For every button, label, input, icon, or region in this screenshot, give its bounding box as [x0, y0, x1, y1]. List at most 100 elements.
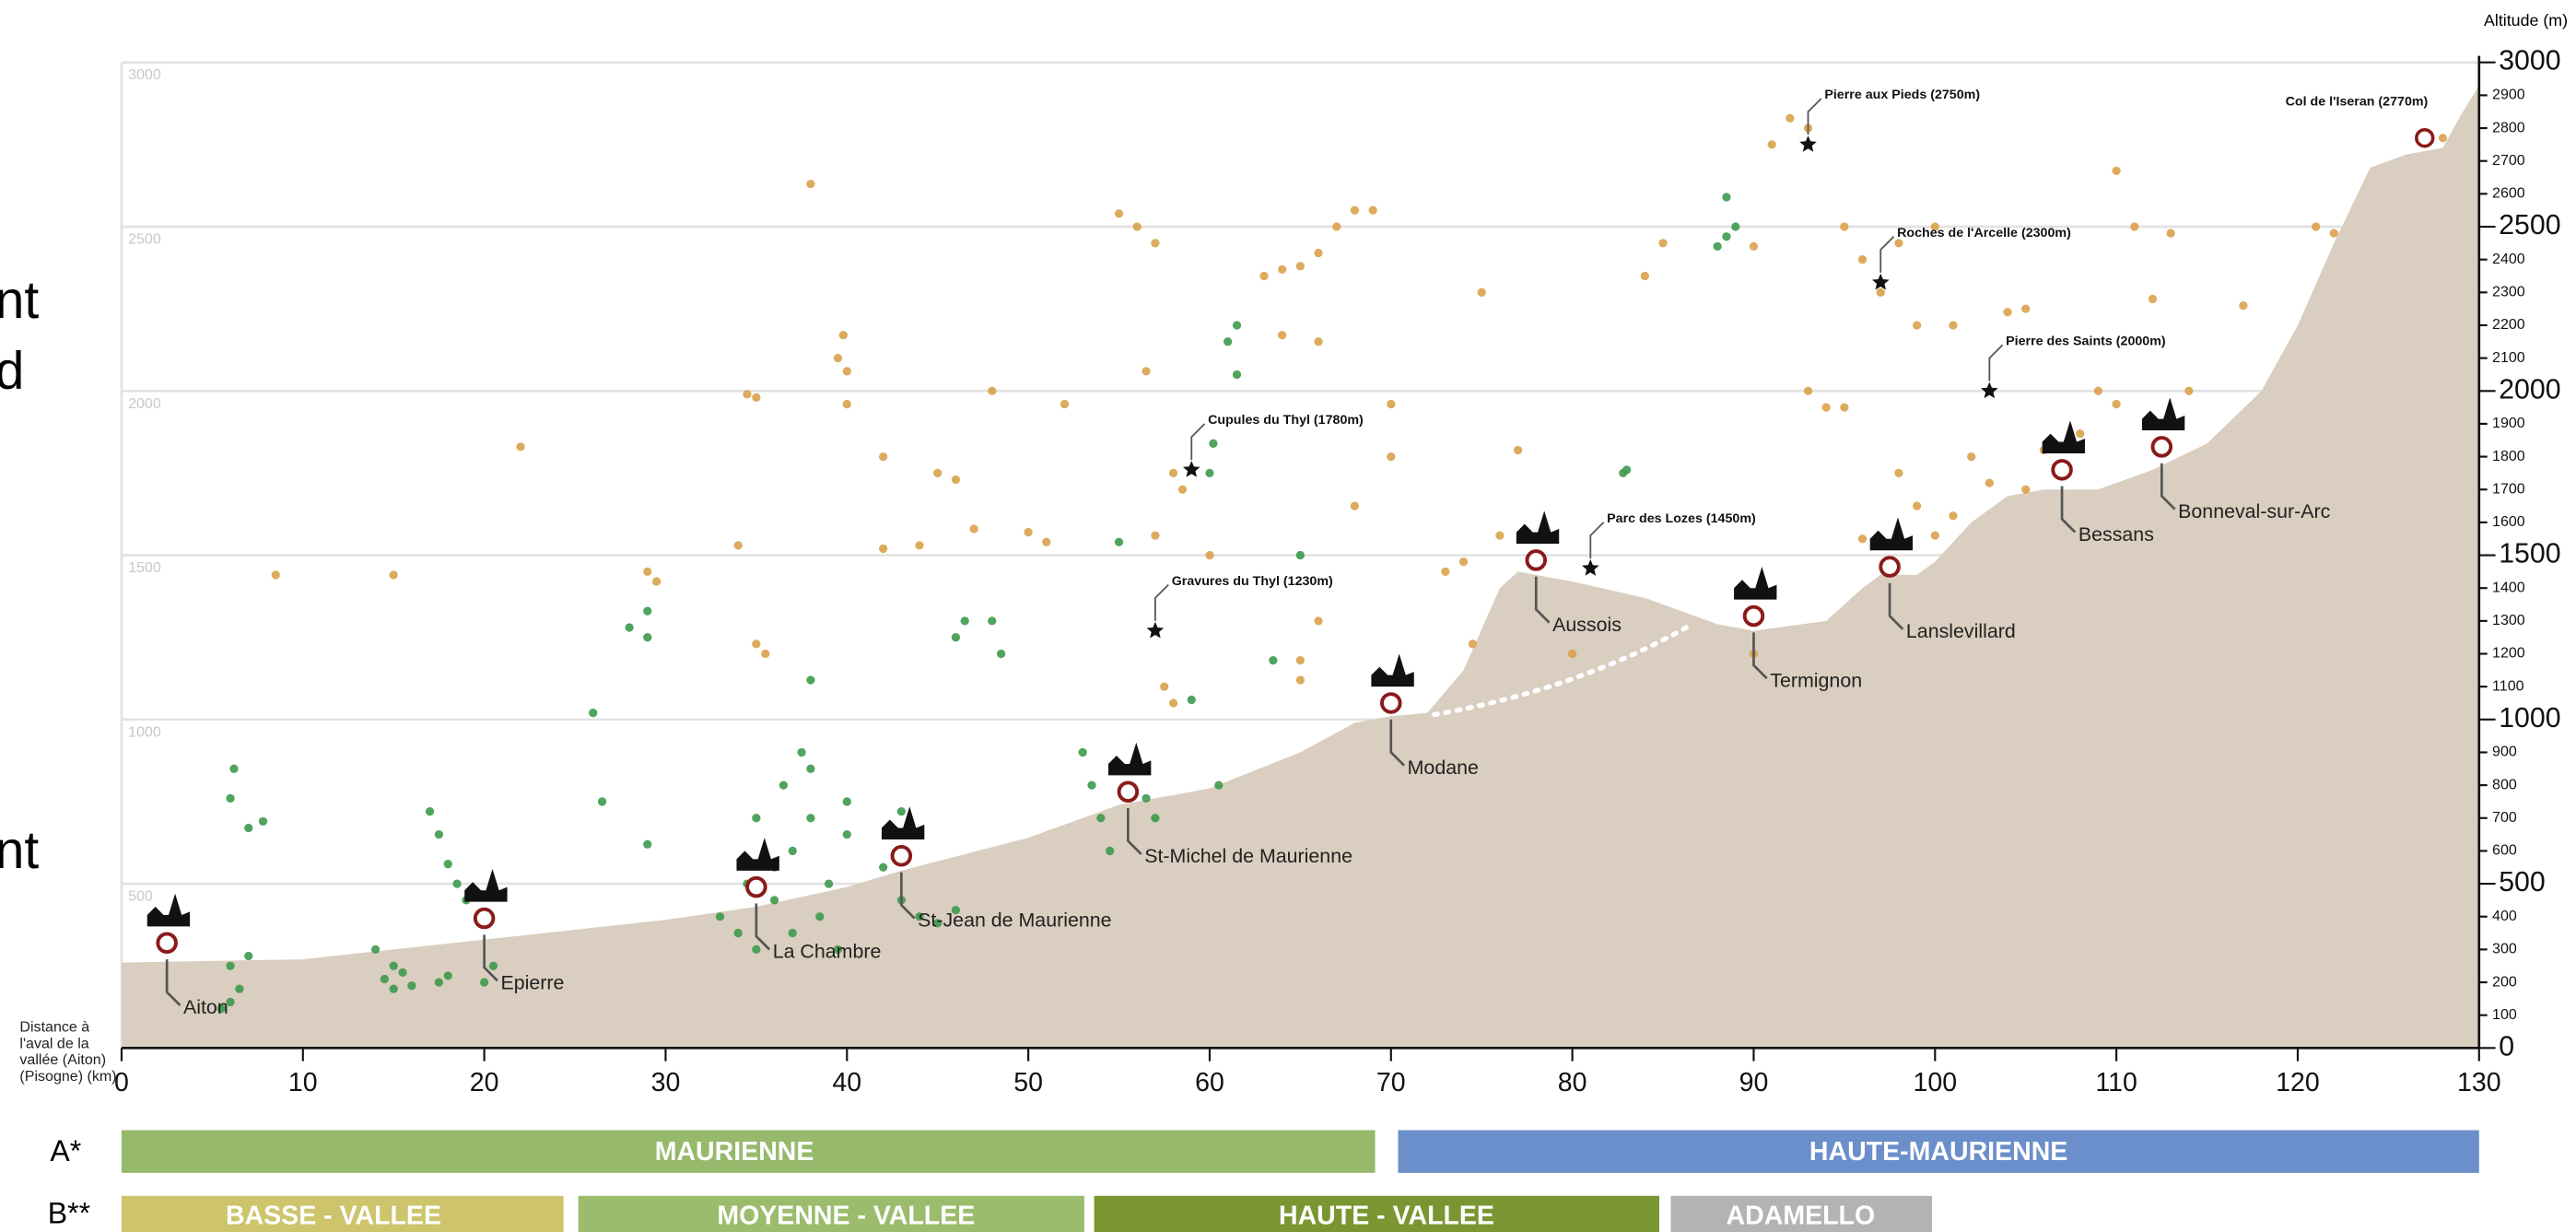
site-dot: [1295, 262, 1306, 271]
y-tick-label: 500: [2499, 867, 2546, 898]
site-dot: [1894, 468, 1903, 478]
site-dot: [1205, 468, 1214, 478]
village-icon: [2042, 420, 2086, 454]
x-tick-label: 100: [1913, 1068, 1957, 1097]
site-dot: [244, 823, 253, 833]
site-dot: [951, 633, 961, 642]
site-dot: [2312, 222, 2321, 231]
y-tick-label: 2400: [2492, 251, 2525, 267]
village-marker: [156, 932, 178, 955]
site-star: [1981, 381, 1998, 399]
site-dot: [988, 616, 997, 626]
site-dot: [1985, 478, 1994, 487]
site-dot: [1786, 113, 1795, 123]
leader-line: [1534, 576, 1551, 624]
site-dot: [1259, 271, 1269, 281]
terrain: [121, 85, 2479, 1049]
site-dot: [407, 980, 416, 991]
grid-label: 3000: [128, 66, 161, 83]
site-dot: [1114, 209, 1124, 218]
y-tick-label: 2900: [2492, 87, 2525, 103]
leader-line: [900, 872, 916, 920]
village-marker: [2150, 436, 2173, 458]
site-dot: [1513, 445, 1523, 455]
village-label: Bessans: [2078, 523, 2154, 546]
summit-label: Col de l'Iseran (2770m): [2286, 94, 2429, 109]
x-tick-label: 60: [1195, 1068, 1224, 1097]
village-label: Aussois: [1552, 614, 1622, 636]
site-dot: [2076, 428, 2085, 439]
y-tick-label: 2500: [2499, 210, 2560, 241]
site-dot: [2112, 166, 2121, 176]
zone-row-label: B**: [48, 1197, 90, 1230]
site-dot: [1168, 468, 1178, 478]
village-icon: [1107, 742, 1152, 776]
leader-line: [755, 903, 771, 951]
leader-line: [1127, 808, 1142, 855]
site-star: [1581, 558, 1599, 576]
site-dot: [1387, 399, 1396, 409]
site-dot: [1857, 255, 1868, 264]
x-tick-label: 10: [288, 1068, 318, 1097]
site-dot: [733, 541, 743, 550]
site-label: Pierre des Saints (2000m): [2006, 334, 2166, 349]
site-dot: [643, 633, 652, 642]
grid-label: 500: [128, 888, 153, 905]
site-dot: [2239, 300, 2248, 311]
x-tick-label: 130: [2457, 1068, 2501, 1097]
village-icon: [1516, 510, 1560, 545]
leader-line: [1879, 236, 1895, 273]
site-dot: [1619, 468, 1628, 478]
site-dot: [1876, 287, 1885, 297]
x-tick-label: 40: [832, 1068, 861, 1097]
village-icon: [146, 893, 191, 927]
site-dot: [797, 747, 806, 757]
site-dot: [1096, 814, 1106, 823]
site-dot: [1314, 248, 1323, 258]
y-tick-label: 1100: [2492, 677, 2524, 694]
site-dot: [226, 793, 235, 804]
site-dot: [370, 945, 381, 955]
y-tick-label: 700: [2492, 809, 2517, 826]
cut-text: d: [0, 342, 24, 401]
village-label: Termignon: [1770, 669, 1862, 691]
zone-bar: [1398, 1130, 2479, 1173]
y-tick-label: 2000: [2499, 374, 2560, 405]
site-dot: [516, 442, 525, 452]
village-icon: [1734, 567, 1777, 600]
site-dot: [1024, 527, 1033, 537]
site-dot: [1495, 531, 1505, 540]
site-dot: [733, 928, 743, 938]
site-dot: [838, 331, 848, 340]
village-marker: [1879, 556, 1901, 578]
site-dot: [815, 912, 825, 921]
site-dot: [1205, 550, 1214, 560]
site-dot: [1209, 439, 1218, 448]
site-dot: [1332, 222, 1341, 231]
site-dot: [1749, 241, 1759, 252]
leader-line: [165, 959, 181, 1006]
leader-line: [1190, 423, 1206, 461]
site-dot: [1967, 452, 1976, 462]
site-star: [1871, 273, 1890, 290]
site-dot: [1142, 367, 1151, 376]
site-dot: [1042, 537, 1051, 546]
site-dot: [806, 814, 815, 823]
site-dot: [842, 399, 851, 409]
leader-line: [1888, 582, 1904, 630]
y-tick-label: 1000: [2499, 703, 2560, 733]
site-dot: [933, 919, 943, 928]
village-marker: [473, 907, 496, 930]
y-tick-label: 1600: [2492, 513, 2525, 530]
y-tick-label: 2600: [2492, 185, 2525, 202]
site-dot: [1295, 655, 1306, 665]
leader-line: [1154, 583, 1169, 621]
x-tick-label: 70: [1376, 1068, 1406, 1097]
site-dot: [1295, 675, 1306, 685]
site-dot: [2438, 134, 2448, 143]
site-dot: [1930, 222, 1939, 231]
site-dot: [1930, 531, 1939, 540]
site-dot: [2184, 386, 2194, 395]
village-marker: [1525, 549, 1548, 571]
